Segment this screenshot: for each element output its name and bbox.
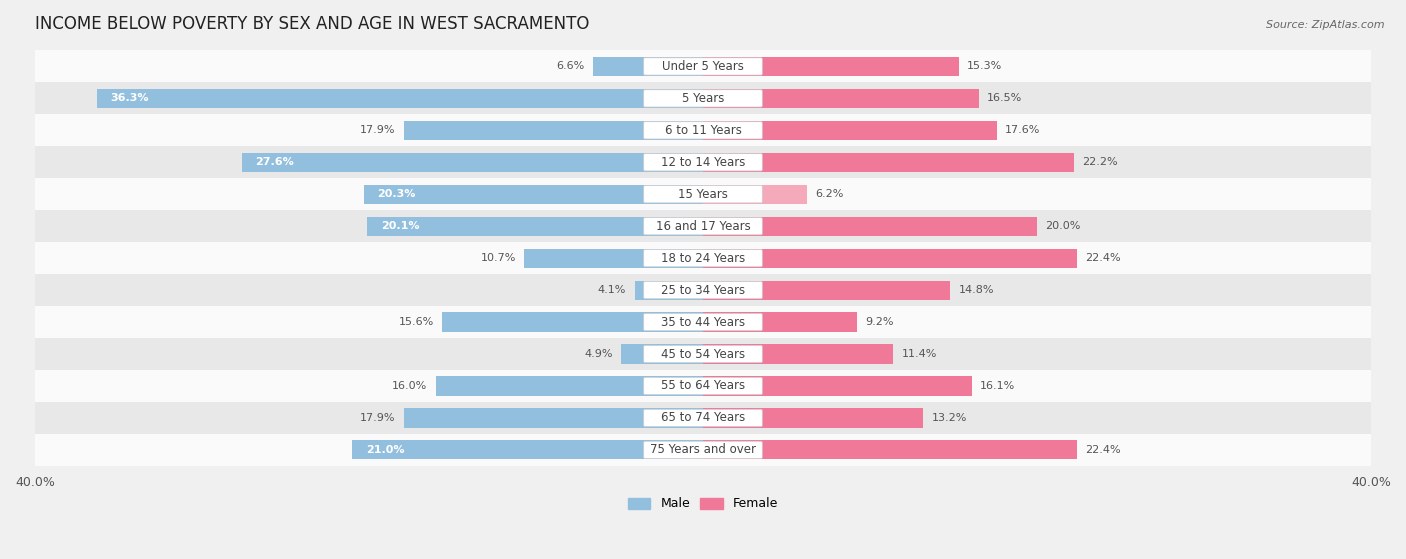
Bar xyxy=(634,281,703,300)
Text: 6.6%: 6.6% xyxy=(557,61,585,72)
Text: 22.4%: 22.4% xyxy=(1085,445,1121,455)
Bar xyxy=(703,249,1077,268)
Text: 13.2%: 13.2% xyxy=(932,413,967,423)
Bar xyxy=(35,306,1371,338)
Text: 15.3%: 15.3% xyxy=(967,61,1002,72)
Text: 22.4%: 22.4% xyxy=(1085,253,1121,263)
Text: 22.2%: 22.2% xyxy=(1083,157,1118,167)
Text: 11.4%: 11.4% xyxy=(901,349,938,359)
Text: INCOME BELOW POVERTY BY SEX AND AGE IN WEST SACRAMENTO: INCOME BELOW POVERTY BY SEX AND AGE IN W… xyxy=(35,15,589,33)
Text: 17.9%: 17.9% xyxy=(360,413,395,423)
Text: 6.2%: 6.2% xyxy=(815,190,844,199)
Text: 35 to 44 Years: 35 to 44 Years xyxy=(661,316,745,329)
Bar xyxy=(703,281,950,300)
Text: 75 Years and over: 75 Years and over xyxy=(650,443,756,456)
Text: 21.0%: 21.0% xyxy=(366,445,404,455)
Bar xyxy=(703,121,997,140)
Legend: Male, Female: Male, Female xyxy=(623,492,783,515)
Text: 20.0%: 20.0% xyxy=(1046,221,1081,231)
Bar xyxy=(436,376,703,396)
Text: 16 and 17 Years: 16 and 17 Years xyxy=(655,220,751,233)
Bar xyxy=(35,115,1371,146)
FancyBboxPatch shape xyxy=(644,90,762,107)
Bar xyxy=(35,370,1371,402)
Bar xyxy=(353,440,703,459)
Bar xyxy=(404,121,703,140)
Bar xyxy=(703,408,924,428)
FancyBboxPatch shape xyxy=(644,282,762,299)
Text: 27.6%: 27.6% xyxy=(256,157,294,167)
Text: Source: ZipAtlas.com: Source: ZipAtlas.com xyxy=(1267,20,1385,30)
Text: 6 to 11 Years: 6 to 11 Years xyxy=(665,124,741,137)
Bar xyxy=(703,376,972,396)
Bar xyxy=(443,312,703,331)
Bar xyxy=(35,146,1371,178)
Text: 10.7%: 10.7% xyxy=(481,253,516,263)
Text: 25 to 34 Years: 25 to 34 Years xyxy=(661,283,745,297)
FancyBboxPatch shape xyxy=(644,441,762,458)
Bar xyxy=(35,402,1371,434)
Bar xyxy=(35,242,1371,274)
Bar xyxy=(703,344,893,363)
Bar xyxy=(35,82,1371,115)
FancyBboxPatch shape xyxy=(644,122,762,139)
Bar xyxy=(35,274,1371,306)
Text: 55 to 64 Years: 55 to 64 Years xyxy=(661,380,745,392)
Text: 65 to 74 Years: 65 to 74 Years xyxy=(661,411,745,424)
Text: 16.1%: 16.1% xyxy=(980,381,1015,391)
Bar xyxy=(35,210,1371,242)
Bar xyxy=(703,89,979,108)
Text: 45 to 54 Years: 45 to 54 Years xyxy=(661,348,745,361)
FancyBboxPatch shape xyxy=(644,377,762,395)
Bar xyxy=(97,89,703,108)
Bar xyxy=(35,434,1371,466)
FancyBboxPatch shape xyxy=(644,345,762,363)
Bar xyxy=(35,50,1371,82)
Bar xyxy=(621,344,703,363)
Text: 15.6%: 15.6% xyxy=(399,317,434,327)
Bar xyxy=(35,338,1371,370)
FancyBboxPatch shape xyxy=(644,409,762,427)
Text: 36.3%: 36.3% xyxy=(110,93,149,103)
Bar xyxy=(35,178,1371,210)
Text: 16.0%: 16.0% xyxy=(392,381,427,391)
Bar xyxy=(404,408,703,428)
Text: 15 Years: 15 Years xyxy=(678,188,728,201)
Bar xyxy=(703,440,1077,459)
Text: 17.9%: 17.9% xyxy=(360,125,395,135)
Text: 5 Years: 5 Years xyxy=(682,92,724,105)
Text: 4.9%: 4.9% xyxy=(585,349,613,359)
Bar xyxy=(703,312,856,331)
Bar xyxy=(364,184,703,204)
Text: 4.1%: 4.1% xyxy=(598,285,626,295)
Bar xyxy=(703,57,959,76)
FancyBboxPatch shape xyxy=(644,249,762,267)
FancyBboxPatch shape xyxy=(644,58,762,75)
Bar xyxy=(703,184,807,204)
Bar xyxy=(703,153,1074,172)
FancyBboxPatch shape xyxy=(644,154,762,171)
Text: 20.3%: 20.3% xyxy=(377,190,416,199)
Bar xyxy=(242,153,703,172)
Text: 20.1%: 20.1% xyxy=(381,221,419,231)
Text: 12 to 14 Years: 12 to 14 Years xyxy=(661,156,745,169)
Bar xyxy=(703,217,1038,236)
FancyBboxPatch shape xyxy=(644,314,762,331)
Text: 14.8%: 14.8% xyxy=(959,285,994,295)
Text: Under 5 Years: Under 5 Years xyxy=(662,60,744,73)
Text: 9.2%: 9.2% xyxy=(865,317,893,327)
Bar xyxy=(524,249,703,268)
Text: 16.5%: 16.5% xyxy=(987,93,1022,103)
Bar xyxy=(593,57,703,76)
Text: 18 to 24 Years: 18 to 24 Years xyxy=(661,252,745,264)
FancyBboxPatch shape xyxy=(644,217,762,235)
Text: 17.6%: 17.6% xyxy=(1005,125,1040,135)
Bar xyxy=(367,217,703,236)
FancyBboxPatch shape xyxy=(644,186,762,203)
